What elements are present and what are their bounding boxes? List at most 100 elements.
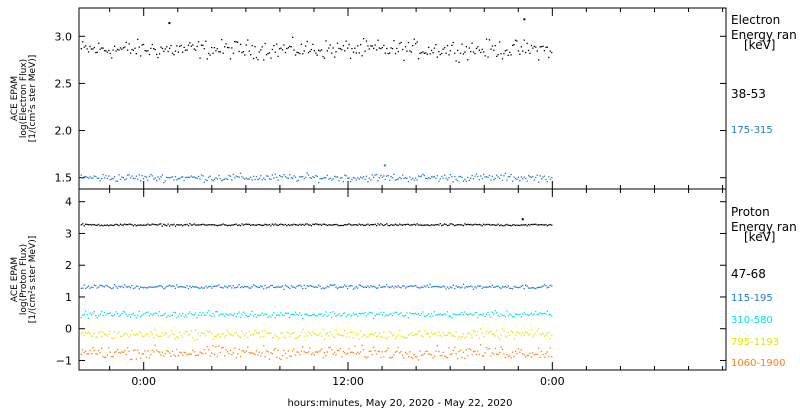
data-point xyxy=(501,328,504,330)
data-point xyxy=(474,286,476,288)
data-point xyxy=(228,314,230,316)
data-point xyxy=(472,51,475,53)
data-point xyxy=(430,176,433,178)
proton-series-115-195 xyxy=(80,283,553,291)
data-point xyxy=(277,286,279,288)
data-point xyxy=(289,316,291,319)
proton-ytick-label: 2 xyxy=(65,259,72,272)
data-point xyxy=(351,224,353,226)
data-point xyxy=(171,333,174,335)
data-point xyxy=(438,313,440,316)
data-point xyxy=(335,354,337,356)
data-point xyxy=(370,179,372,181)
data-point xyxy=(516,352,518,355)
data-point xyxy=(352,352,355,354)
data-point xyxy=(478,337,480,340)
data-point xyxy=(166,285,168,288)
data-point xyxy=(229,349,232,352)
data-point xyxy=(448,224,450,226)
data-point xyxy=(373,176,375,178)
data-point xyxy=(231,314,233,316)
data-point xyxy=(499,338,501,341)
data-point xyxy=(344,224,346,226)
data-point xyxy=(386,175,388,177)
data-point xyxy=(184,177,187,179)
data-point xyxy=(416,41,418,43)
data-point xyxy=(433,333,436,335)
data-point xyxy=(390,313,392,315)
data-point xyxy=(329,312,331,314)
data-point xyxy=(82,349,84,351)
data-point xyxy=(292,177,294,180)
data-point xyxy=(299,354,301,356)
data-point xyxy=(284,175,287,178)
data-point xyxy=(140,180,142,182)
data-point xyxy=(160,176,162,178)
data-point xyxy=(258,314,260,317)
data-point xyxy=(472,224,475,226)
data-point xyxy=(267,316,269,319)
data-point xyxy=(406,353,408,355)
data-point xyxy=(305,333,307,335)
data-point xyxy=(96,177,98,180)
data-point xyxy=(200,352,203,354)
data-point xyxy=(539,356,541,358)
data-point xyxy=(485,313,488,315)
data-point xyxy=(429,224,431,227)
data-point xyxy=(491,311,493,313)
data-point xyxy=(426,178,428,180)
data-point xyxy=(141,175,143,177)
data-point xyxy=(358,284,360,286)
data-point xyxy=(381,46,383,49)
data-point xyxy=(452,181,454,183)
data-point xyxy=(519,286,521,289)
data-point xyxy=(251,224,253,226)
data-point xyxy=(455,353,457,355)
data-point xyxy=(300,350,302,352)
data-point xyxy=(142,43,145,46)
data-point xyxy=(400,178,402,180)
data-point xyxy=(195,329,197,331)
data-point xyxy=(167,50,169,53)
data-point xyxy=(164,312,166,315)
data-point xyxy=(507,355,509,357)
data-point xyxy=(273,336,275,338)
data-point xyxy=(410,224,412,226)
data-point xyxy=(384,52,386,54)
data-point xyxy=(163,50,165,52)
data-point xyxy=(439,53,441,56)
data-point xyxy=(176,317,178,319)
data-point xyxy=(387,175,389,177)
data-point xyxy=(422,336,424,338)
data-point xyxy=(252,284,255,286)
data-point xyxy=(527,314,530,316)
data-point xyxy=(216,225,218,227)
data-point xyxy=(397,178,399,180)
data-point xyxy=(380,174,382,177)
data-point xyxy=(138,352,140,354)
data-point xyxy=(420,175,423,177)
data-point xyxy=(457,338,459,340)
data-point xyxy=(355,179,357,181)
data-point xyxy=(417,359,420,361)
data-point xyxy=(391,356,394,358)
data-point xyxy=(189,223,191,225)
data-point xyxy=(213,285,216,287)
data-point xyxy=(367,181,369,183)
data-point xyxy=(530,223,533,226)
data-point xyxy=(438,180,440,182)
data-point xyxy=(336,333,339,335)
data-point xyxy=(323,288,326,290)
data-point xyxy=(526,354,528,357)
data-point xyxy=(381,314,383,316)
data-point xyxy=(426,332,428,334)
data-point xyxy=(196,338,198,341)
data-point xyxy=(80,174,82,176)
data-point xyxy=(93,46,95,49)
data-point xyxy=(436,345,438,347)
data-point xyxy=(468,179,470,182)
data-point xyxy=(419,350,421,352)
data-point xyxy=(186,176,188,178)
data-point xyxy=(96,287,98,289)
